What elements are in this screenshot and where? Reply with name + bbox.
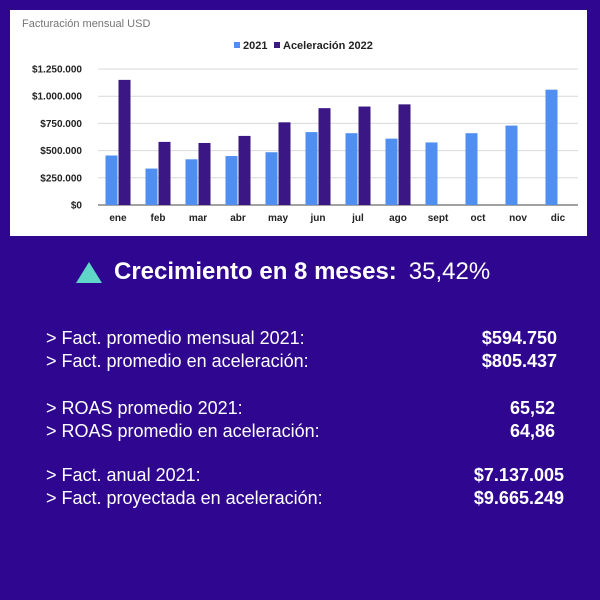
stat-label: > Fact. promedio mensual 2021: [46, 328, 305, 348]
bar-chart: Facturación mensual USD $0 $250.000 $500.00… [22, 18, 578, 224]
up-triangle-icon [76, 261, 102, 283]
bar-aceleracion-2022 [158, 141, 171, 205]
x-tick-label: ene [109, 213, 127, 224]
stat-label: > Fact. proyectada en aceleración: [46, 488, 323, 508]
x-tick-label: jun [310, 213, 326, 224]
growth-headline: Crecimiento en 8 meses: 35,42% [76, 258, 490, 286]
x-tick-label: ago [389, 213, 407, 224]
x-tick-label: sept [428, 213, 449, 224]
chart-title: Facturación mensual USD [22, 18, 150, 30]
bar-2021 [385, 138, 398, 205]
y-tick-label: $750.000 [40, 119, 82, 130]
bar-aceleracion-2022 [358, 106, 371, 205]
bar-2021 [265, 152, 278, 205]
stat-label: > Fact. promedio en aceleración: [46, 351, 309, 371]
bar-2021 [345, 133, 358, 205]
stat-value: 65,52 [509, 398, 555, 418]
stat-value: $7.137.005 [473, 465, 564, 485]
bar-aceleracion-2022 [318, 108, 331, 205]
x-tick-label: dic [551, 213, 566, 224]
legend-label: Aceleración 2022 [283, 40, 373, 52]
bar-aceleracion-2022 [118, 79, 131, 205]
bar-2021 [505, 125, 518, 205]
stat-label: > ROAS promedio 2021: [46, 398, 243, 418]
bar-2021 [185, 159, 198, 205]
stat-value: $594.750 [481, 328, 557, 348]
chart-card: Facturación mensual USD $0 $250.000 $500.00… [10, 10, 587, 236]
bar-aceleracion-2022 [278, 122, 291, 205]
x-tick-label: feb [151, 213, 166, 224]
x-tick-label: abr [230, 213, 246, 224]
x-tick-label: jul [351, 213, 364, 224]
legend-label: 2021 [243, 40, 267, 52]
y-tick-label: $0 [71, 201, 83, 212]
y-tick-label: $1.000.000 [32, 92, 82, 103]
x-tick-label: oct [471, 213, 487, 224]
growth-value: 35,42% [408, 258, 491, 285]
stat-value: $9.665.249 [473, 488, 564, 508]
stat-value: $805.437 [481, 351, 557, 371]
y-tick-label: $500.000 [40, 146, 82, 157]
legend-swatch [274, 42, 280, 48]
x-tick-label: nov [509, 213, 527, 224]
bar-2021 [145, 168, 158, 205]
growth-label: Crecimiento en 8 meses: [114, 258, 397, 285]
stat-label: > Fact. anual 2021: [46, 465, 201, 485]
bar-aceleracion-2022 [238, 135, 251, 205]
bar-2021 [225, 156, 238, 205]
bar-2021 [305, 132, 318, 205]
x-tick-label: mar [189, 213, 207, 224]
y-tick-label: $250.000 [40, 173, 82, 184]
x-tick-label: may [268, 213, 288, 224]
stat-label: > ROAS promedio en aceleración: [46, 421, 320, 441]
stat-value: 64,86 [509, 421, 555, 441]
bar-2021 [465, 133, 478, 205]
legend-swatch [234, 42, 240, 48]
bar-2021 [105, 155, 118, 205]
bar-2021 [545, 89, 558, 205]
bar-aceleracion-2022 [198, 142, 211, 205]
bar-aceleracion-2022 [398, 104, 411, 205]
bar-2021 [425, 142, 438, 205]
y-tick-label: $1.250.000 [32, 65, 82, 76]
